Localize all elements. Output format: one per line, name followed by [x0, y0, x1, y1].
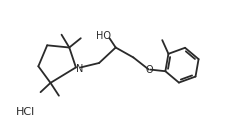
- Text: O: O: [145, 65, 153, 75]
- Text: HCl: HCl: [15, 107, 35, 117]
- Text: HO: HO: [96, 31, 111, 41]
- Text: N: N: [75, 64, 83, 73]
